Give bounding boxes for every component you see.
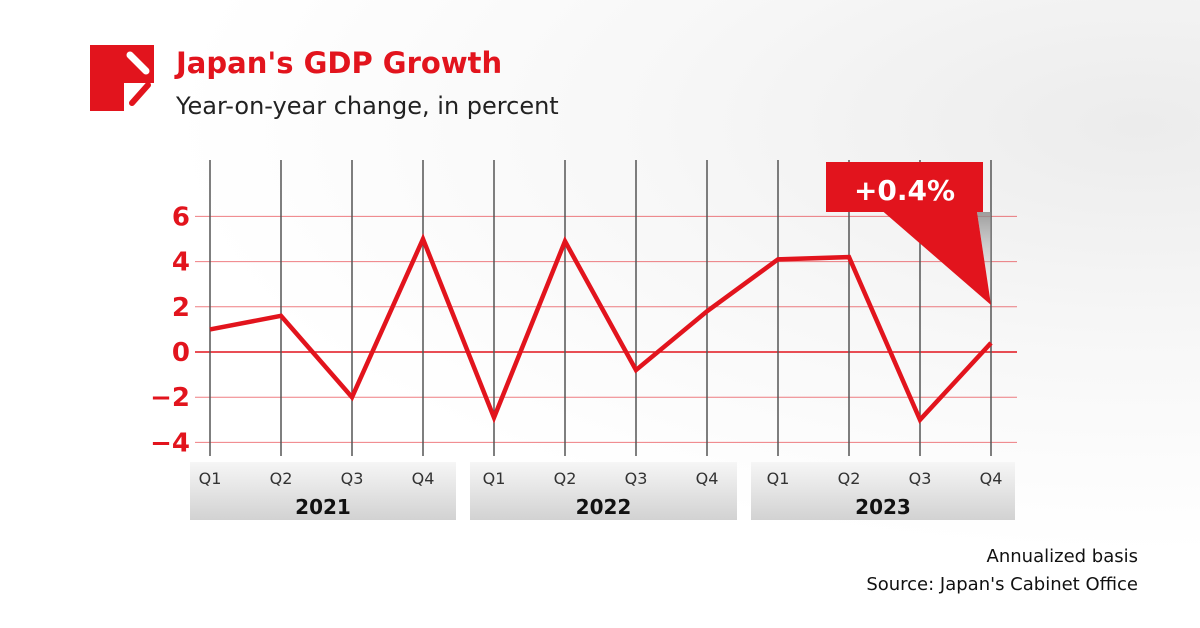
callout-shadow (866, 212, 991, 305)
y-tick-label: −2 (150, 383, 190, 413)
y-tick-label: 2 (172, 293, 190, 323)
source-note: Source: Japan's Cabinet Office (866, 574, 1138, 595)
x-tick-label: Q2 (554, 469, 577, 488)
y-tick-label: −4 (150, 428, 190, 458)
y-tick-label: 0 (172, 338, 190, 368)
brand-logo (90, 45, 154, 111)
callout-box (826, 162, 983, 212)
year-label: 2021 (295, 495, 351, 519)
x-tick-label: Q4 (696, 469, 719, 488)
x-tick-label: Q1 (483, 469, 506, 488)
callout-label: +0.4% (854, 174, 955, 207)
x-tick-label: Q3 (341, 469, 364, 488)
y-tick-label: 4 (172, 248, 190, 278)
year-label: 2023 (855, 495, 911, 519)
x-tick-label: Q3 (625, 469, 648, 488)
x-tick-label: Q3 (909, 469, 932, 488)
chart-subtitle: Year-on-year change, in percent (176, 92, 559, 120)
year-label: 2022 (576, 495, 632, 519)
x-tick-label: Q1 (199, 469, 222, 488)
x-tick-label: Q2 (838, 469, 861, 488)
y-tick-label: 6 (172, 202, 190, 232)
series-line (209, 233, 993, 424)
x-tick-label: Q4 (412, 469, 435, 488)
year-band (470, 462, 737, 520)
year-band (751, 462, 1015, 520)
chart-title: Japan's GDP Growth (176, 46, 503, 80)
year-band (190, 462, 456, 520)
x-tick-label: Q1 (767, 469, 790, 488)
annualized-note: Annualized basis (986, 546, 1138, 567)
x-tick-label: Q2 (270, 469, 293, 488)
x-tick-label: Q4 (980, 469, 1003, 488)
